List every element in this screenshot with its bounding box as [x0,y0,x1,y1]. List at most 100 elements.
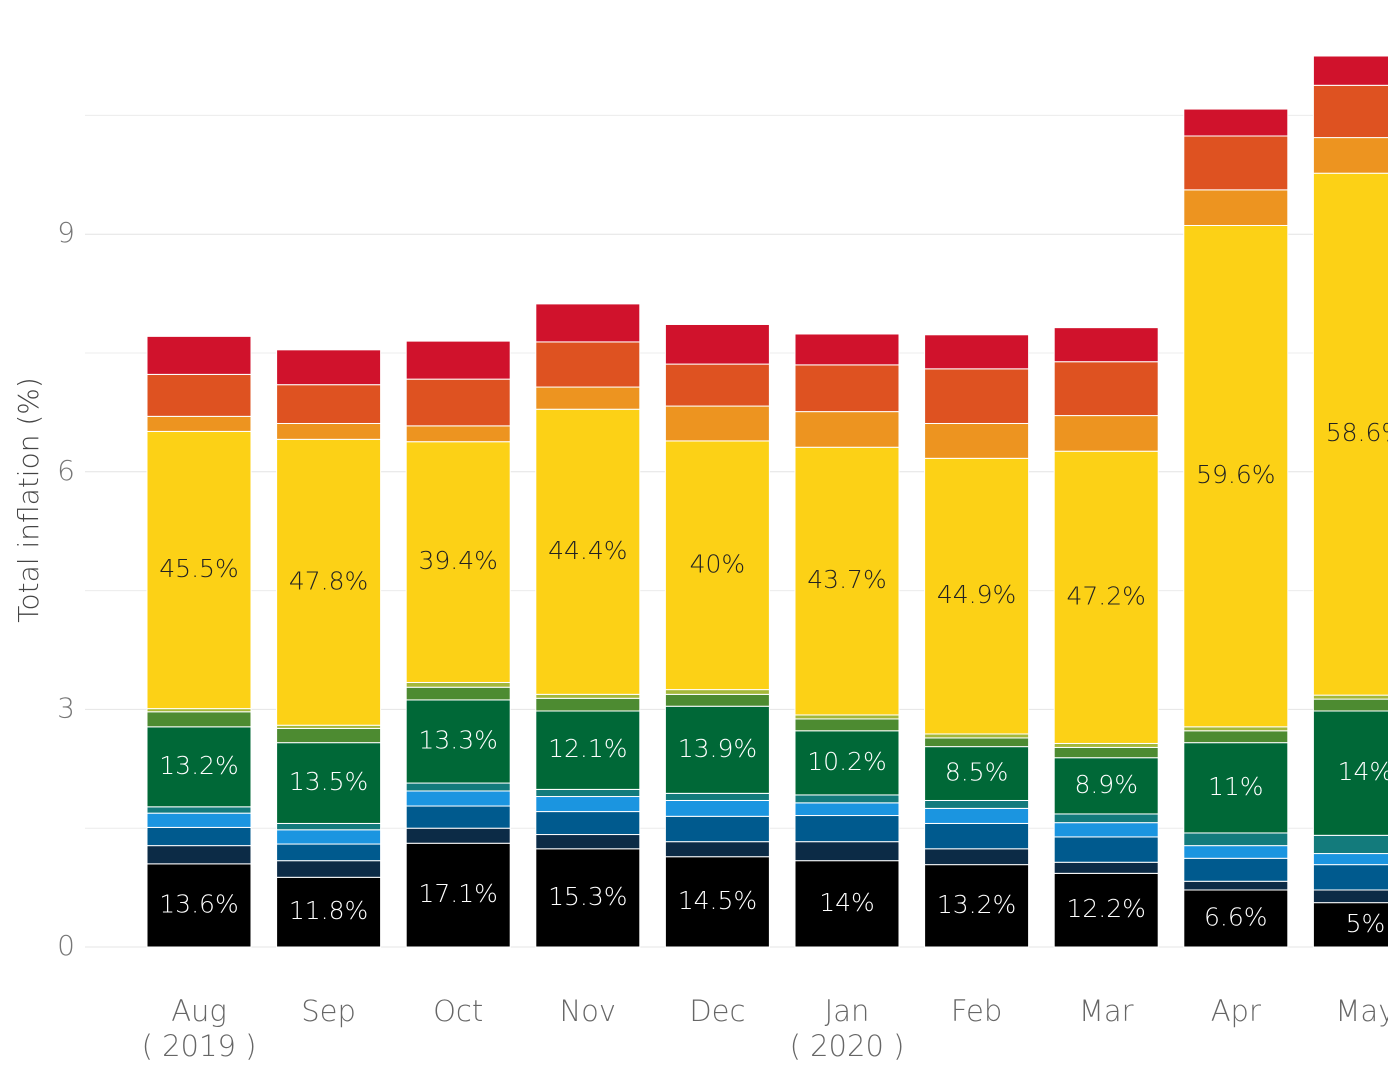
bar-segment [146,335,252,375]
bar-segment [794,794,900,804]
bar-segment [924,799,1030,809]
bar-segment [1053,361,1159,417]
data-label: 43.7% [807,565,886,594]
bar-segment [664,440,770,691]
bar-segment [664,323,770,365]
bar-segment [1053,813,1159,824]
bar-segment [1183,730,1289,744]
data-label: 15.3% [548,882,627,911]
bar-segment [276,822,382,831]
y-axis-label: Total inflation (%) [12,377,45,623]
bar-segment [146,863,252,948]
bar-segment [664,841,770,858]
bar-segment [1053,861,1159,874]
bar-segment [664,405,770,442]
data-label: 8.9% [1074,770,1138,799]
data-label: 6.6% [1204,902,1268,931]
data-label: 8.5% [945,758,1009,787]
bar-segment [146,415,252,432]
x-tick-label: Aug( 2019 ) [142,994,257,1063]
bar-segment [535,408,641,695]
bar-segment [535,693,641,699]
bar-segment [1183,224,1289,728]
data-label: 17.1% [418,879,497,908]
bar-segment [1312,694,1388,700]
bar-segment [276,742,382,824]
bar-segment [664,792,770,801]
x-tick-label: Sep [301,994,356,1028]
bar-segment [794,860,900,948]
bar-segment [1312,864,1388,891]
bar-segment [405,842,511,948]
bar-segment [276,727,382,744]
bar-segment [794,730,900,796]
data-label: 13.6% [159,889,238,918]
bar-segment [1183,135,1289,191]
x-tick-label: Apr [1211,994,1261,1028]
bar-segment [1183,845,1289,859]
bar-segment [276,422,382,440]
bar-segment [535,788,641,798]
bar-segment [276,384,382,424]
bar-segment [146,373,252,417]
bar-segment [535,341,641,388]
bar-segment [924,334,1030,370]
bar-segment [1053,872,1159,948]
bar-segment [535,811,641,836]
data-label: 10.2% [807,747,886,776]
bar-segment [146,812,252,828]
x-tick-label: Mar [1079,994,1134,1028]
bar-segment [276,438,382,726]
y-tick-label: 0 [57,929,75,962]
data-label: 44.4% [548,536,627,565]
bar-segment [535,303,641,343]
bar-segment [924,746,1030,801]
data-label: 11% [1208,772,1264,801]
bar-segment [1053,415,1159,452]
bar-segment [146,430,252,710]
bar-segment [405,699,511,784]
bar-segment [405,681,511,688]
bar-segment [276,349,382,386]
bar-segment [535,697,641,712]
bar-segment [1312,889,1388,904]
bar-segment [1053,327,1159,363]
bar-segment [146,726,252,808]
bar-segment [664,705,770,794]
data-label: 39.4% [418,546,497,575]
x-tick-label: Oct [433,994,483,1028]
bar-segment [794,841,900,862]
data-label: 12.2% [1066,894,1145,923]
bar-segment [535,848,641,948]
bar-segment [664,799,770,817]
bar-segment [924,457,1030,735]
bar-segment [664,815,770,843]
bar-segment [146,845,252,865]
data-label: 12.1% [548,734,627,763]
bar-segment [1053,742,1159,748]
bar-segment [405,827,511,844]
bar-segment [924,822,1030,850]
bar-segment [405,340,511,380]
bar-segment [1312,172,1388,696]
bar-segment [664,689,770,695]
data-label: 11.8% [289,896,368,925]
bar-segment [1053,450,1159,744]
bar-segment [794,446,900,716]
data-label: 13.9% [678,734,757,763]
y-tick-label: 9 [57,216,75,249]
data-label: 58.6% [1326,418,1388,447]
bar-segment [924,422,1030,459]
bar-segment [405,686,511,701]
x-tick-label: Dec [689,994,745,1028]
bar-segment [276,829,382,845]
bar-segment [924,368,1030,424]
data-label: 45.5% [159,554,238,583]
data-label: 13.5% [289,767,368,796]
x-tick-label: Jan( 2020 ) [790,994,905,1063]
y-tick-label: 3 [57,691,75,724]
bar-segment [794,718,900,732]
bar-segment [1183,880,1289,891]
bar-segment [535,386,641,410]
